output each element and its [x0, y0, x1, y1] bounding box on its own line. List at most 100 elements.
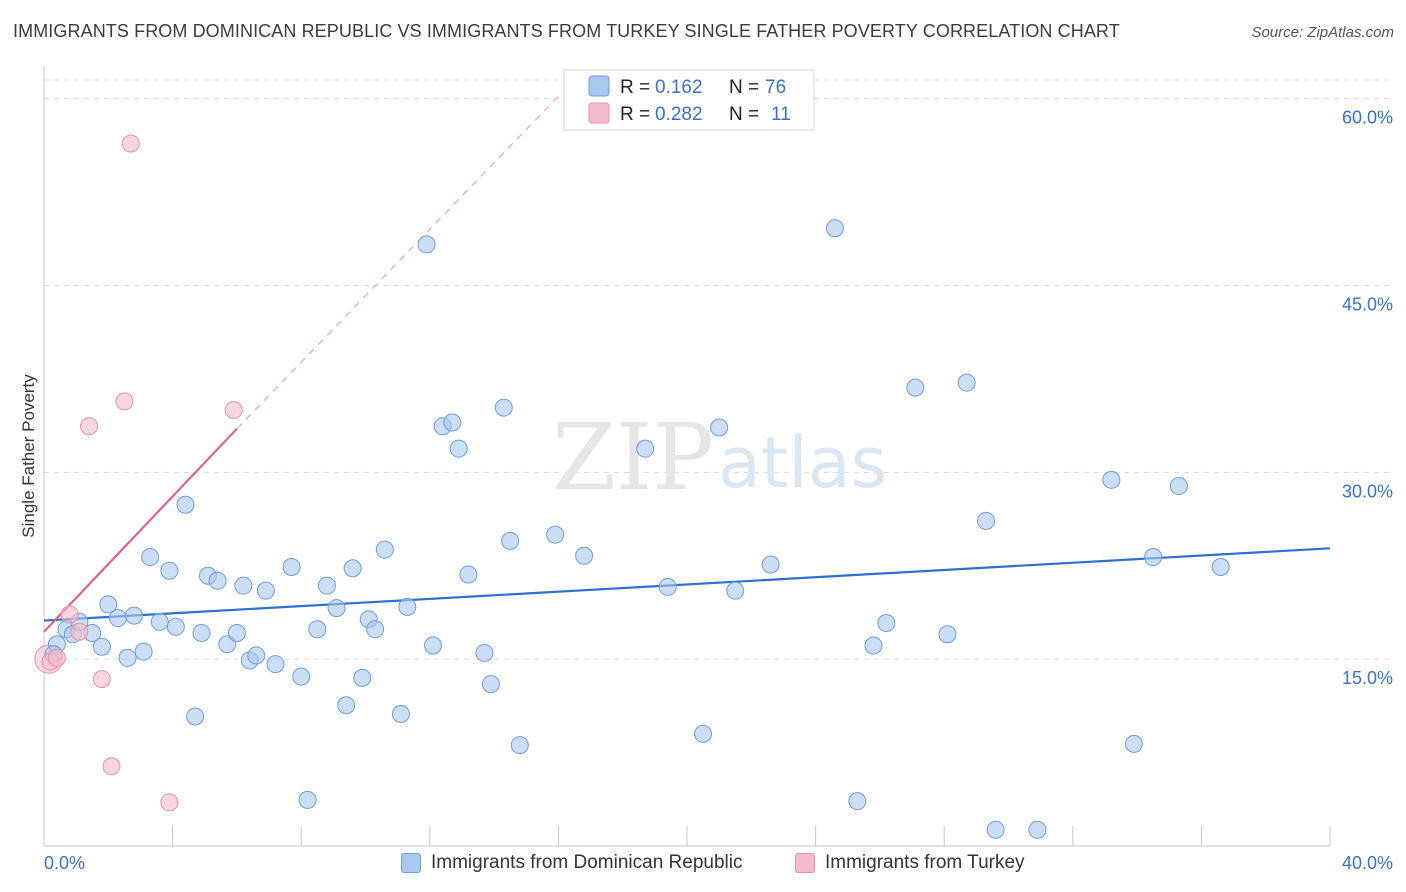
point-dominican — [459, 565, 478, 584]
chart-title: IMMIGRANTS FROM DOMINICAN REPUBLIC VS IM… — [13, 21, 1120, 41]
watermark-zip: ZIP — [552, 404, 714, 511]
source-label: Source: ZipAtlas.com — [1251, 24, 1394, 41]
point-dominican — [160, 561, 179, 580]
point-dominican — [343, 559, 362, 578]
point-dominican — [118, 648, 137, 667]
x-tick-label: 0.0% — [44, 853, 85, 873]
point-dominican — [957, 373, 976, 392]
legend-swatch-pink — [588, 102, 610, 124]
point-dominican — [443, 413, 462, 432]
series-legend: Immigrants from Dominican Republic Immig… — [0, 852, 1406, 878]
legend-r-label-2: R = — [620, 104, 650, 125]
point-dominican — [906, 378, 925, 397]
point-dominican — [481, 675, 500, 694]
point-dominican — [398, 597, 417, 616]
point-dominican — [125, 606, 144, 625]
point-dominican — [292, 667, 311, 686]
point-dominican — [375, 540, 394, 559]
point-dominican — [877, 614, 896, 633]
point-dominican — [825, 219, 844, 238]
point-dominican — [417, 235, 436, 254]
point-dominican — [108, 609, 127, 628]
point-dominican — [658, 577, 677, 596]
legend-n-value-1: 76 — [765, 77, 786, 98]
point-dominican — [282, 558, 301, 577]
point-dominican — [227, 624, 246, 643]
trend-layer — [43, 95, 1331, 633]
legend-swatch-dominican — [401, 853, 421, 873]
x-tick-label: 40.0% — [1342, 853, 1393, 873]
point-turkey — [80, 417, 99, 436]
point-dominican — [1169, 477, 1188, 496]
point-dominican — [726, 581, 745, 600]
point-turkey — [60, 605, 79, 624]
trend-line-turkey — [43, 427, 238, 633]
point-dominican — [298, 790, 317, 809]
legend-n-label-1: N = — [729, 77, 759, 98]
legend-n-label-2: N = — [729, 104, 759, 125]
point-turkey — [115, 392, 134, 411]
point-dominican — [1102, 470, 1121, 489]
point-dominican — [424, 636, 443, 655]
axis-layer — [43, 66, 1331, 847]
point-dominican — [234, 576, 253, 595]
legend-r-value-2: 0.282 — [655, 104, 703, 125]
point-dominican — [636, 439, 655, 458]
point-dominican — [256, 581, 275, 600]
legend-r-label-1: R = — [620, 77, 650, 98]
tick-label-layer: 15.0% 30.0% 45.0% 60.0% 0.0% 40.0% — [44, 108, 1393, 873]
grid-layer — [44, 79, 1393, 660]
y-axis-label: Single Father Poverty — [19, 374, 38, 538]
legend-item-dominican-republic: Immigrants from Dominican Republic — [401, 852, 743, 874]
point-dominican — [317, 576, 336, 595]
legend-n-value-2: 11 — [771, 104, 791, 125]
legend-r-value-1: 0.162 — [655, 77, 703, 98]
point-dominican — [848, 792, 867, 811]
point-dominican — [761, 555, 780, 574]
point-dominican — [353, 668, 372, 687]
point-dominican — [92, 637, 111, 656]
point-dominican — [449, 439, 468, 458]
point-dominican — [938, 625, 957, 644]
point-dominican — [208, 571, 227, 590]
point-dominican — [192, 624, 211, 643]
point-turkey — [160, 793, 179, 812]
trend-line-turkey-extension — [236, 95, 559, 430]
point-dominican — [864, 636, 883, 655]
point-dominican — [976, 511, 995, 530]
point-dominican — [99, 595, 118, 614]
point-dominican — [366, 620, 385, 639]
y-tick-label: 30.0% — [1342, 481, 1393, 501]
point-dominican — [1124, 734, 1143, 753]
point-dominican — [337, 696, 356, 715]
point-dominican — [1144, 548, 1163, 567]
point-dominican — [510, 736, 529, 755]
point-dominican — [1211, 558, 1230, 577]
point-dominican — [501, 531, 520, 550]
point-dominican — [327, 599, 346, 618]
point-turkey — [47, 648, 66, 667]
point-dominican — [475, 643, 494, 662]
legend-label-turkey: Immigrants from Turkey — [825, 852, 1025, 873]
point-dominican — [150, 612, 169, 631]
trend-line-dominican — [43, 547, 1331, 622]
legend-swatch-blue — [588, 75, 610, 97]
point-turkey — [121, 134, 140, 153]
correlation-legend: R = 0.162 N = 76 R = 0.282 N = 11 — [563, 69, 815, 131]
point-dominican — [986, 820, 1005, 839]
points-layer — [34, 134, 1230, 839]
point-dominican — [247, 646, 266, 665]
legend-swatch-turkey — [795, 853, 815, 873]
point-dominican — [694, 724, 713, 743]
point-dominican — [391, 704, 410, 723]
point-dominican — [166, 617, 185, 636]
y-tick-label: 60.0% — [1342, 108, 1393, 128]
legend-label-dominican: Immigrants from Dominican Republic — [431, 852, 743, 873]
point-dominican — [266, 655, 285, 674]
point-dominican — [141, 548, 160, 567]
point-dominican — [1028, 820, 1047, 839]
point-dominican — [546, 525, 565, 544]
point-dominican — [308, 620, 327, 639]
point-turkey — [224, 401, 243, 420]
